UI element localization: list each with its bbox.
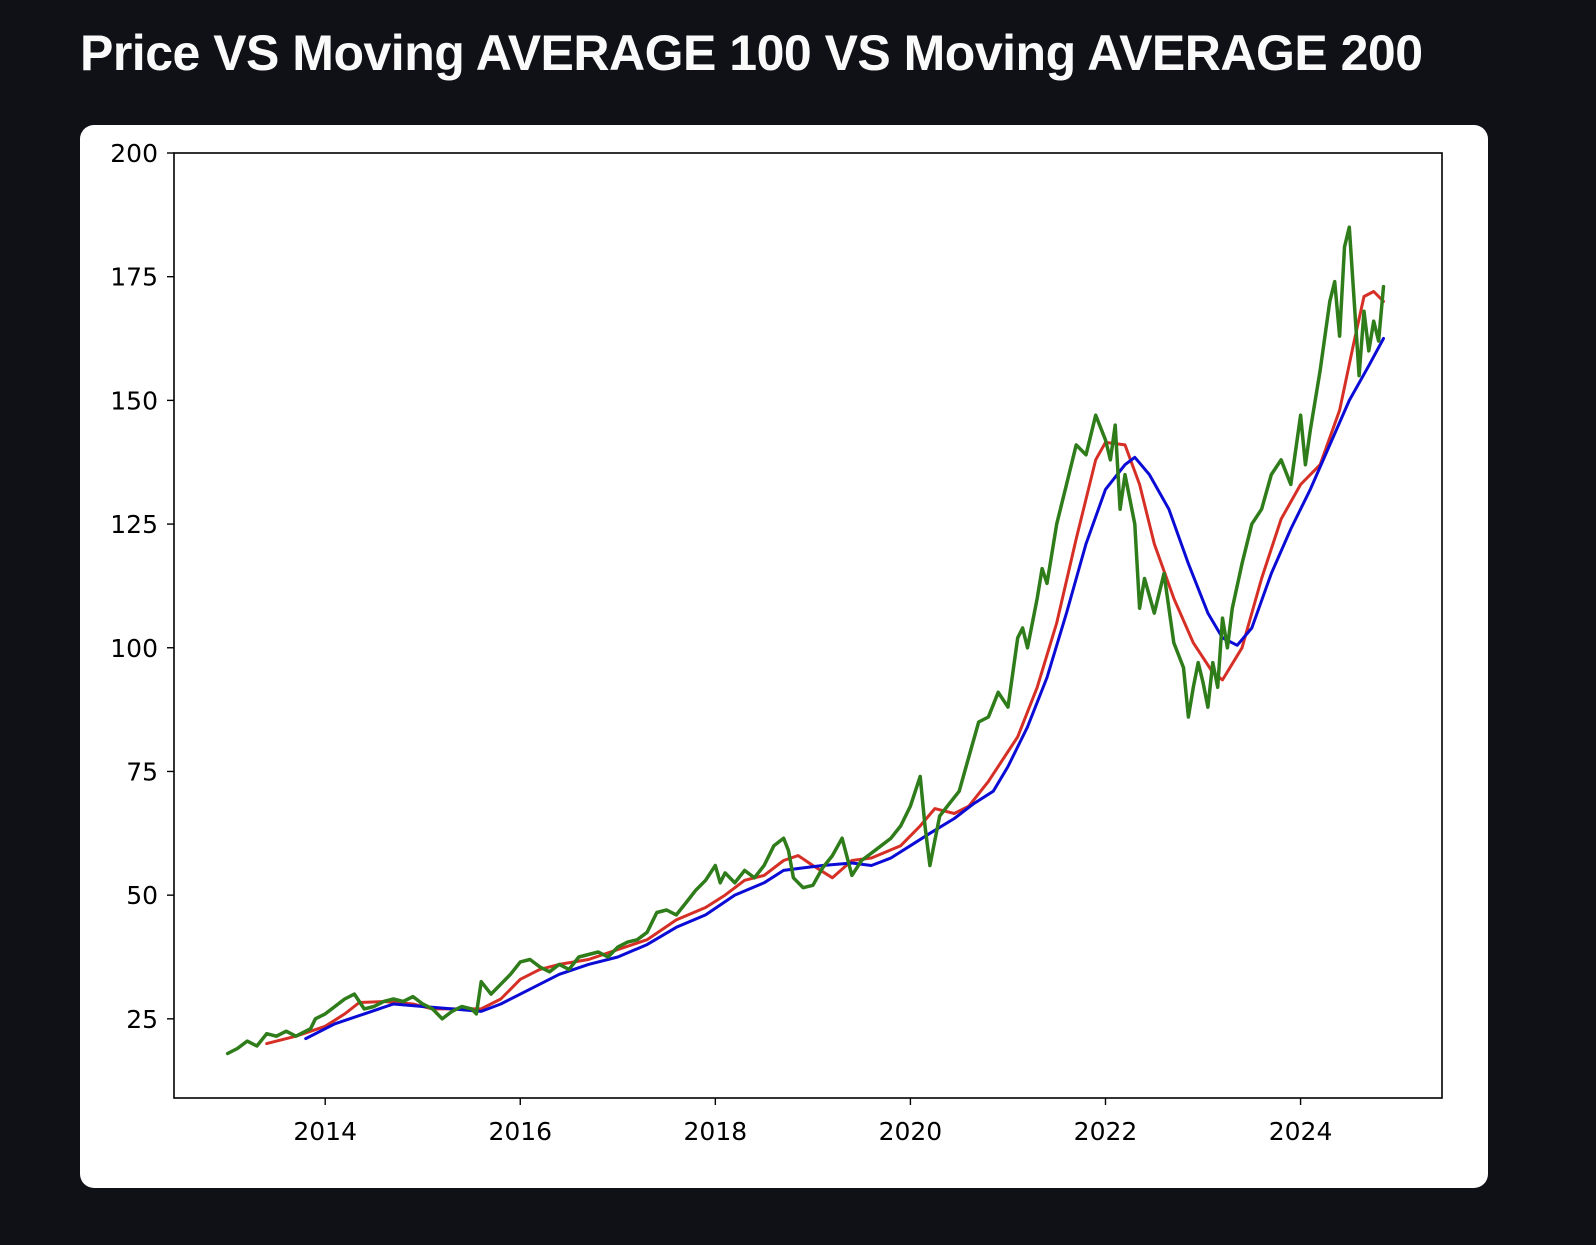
series-line-3 — [225, 225, 1386, 1056]
y-tick-label: 50 — [126, 881, 158, 910]
y-tick-label: 150 — [110, 386, 158, 415]
x-tick-label: 2024 — [1269, 1117, 1333, 1146]
y-tick-label: 25 — [126, 1005, 158, 1034]
x-tick-label: 2016 — [488, 1117, 552, 1146]
x-tick-label: 2020 — [879, 1117, 943, 1146]
line-chart: 2014 2016 2018 2020 2022 2024 25 50 75 100 125 150… — [110, 139, 1443, 1146]
chart-card: 2014 2016 2018 2020 2022 2024 25 50 75 100 125 150… — [80, 125, 1488, 1188]
plot-frame — [173, 152, 1443, 1099]
series-line-2 — [304, 337, 1385, 1041]
y-tick-label: 100 — [110, 634, 158, 663]
y-tick-label: 75 — [126, 757, 158, 786]
x-tick-label: 2022 — [1074, 1117, 1138, 1146]
series-line-1 — [265, 290, 1385, 1046]
x-tick-label: 2018 — [684, 1117, 748, 1146]
y-tick-label: 175 — [110, 263, 158, 292]
y-tick-label: 200 — [110, 139, 158, 168]
y-tick-label: 125 — [110, 510, 158, 539]
page-title: Price VS Moving AVERAGE 100 VS Moving AV… — [80, 25, 1423, 81]
x-tick-label: 2014 — [293, 1117, 357, 1146]
